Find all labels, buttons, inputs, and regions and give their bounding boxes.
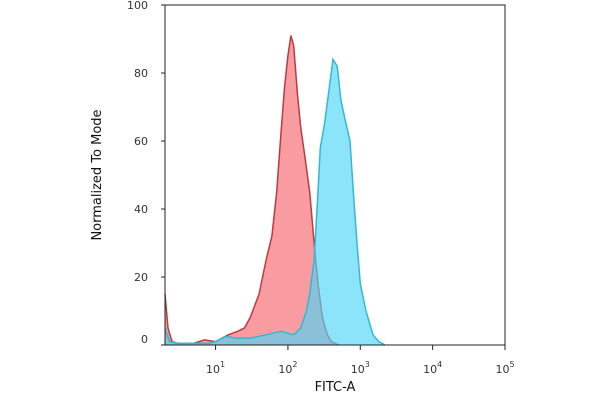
x-axis-label: FITC-A <box>315 380 356 395</box>
x-tick-label: 101 <box>206 360 225 376</box>
histogram-outline-2 <box>164 57 386 346</box>
y-tick-label: 60 <box>134 135 148 148</box>
plot-frame <box>164 4 506 346</box>
series-layer <box>164 35 386 346</box>
y-tick-label: 40 <box>134 203 148 216</box>
y-tick-label: 0 <box>141 333 148 346</box>
y-axis-label: Normalized To Mode <box>90 109 105 240</box>
y-tick-label: 100 <box>127 0 148 12</box>
y-tick-label: 20 <box>134 271 148 284</box>
y-tick-label: 80 <box>134 67 148 80</box>
y-axis-ticks: 0 20 40 60 80 100 <box>127 0 165 346</box>
x-axis-ticks: 101 102 103 104 105 <box>206 345 515 376</box>
x-tick-label: 103 <box>351 360 370 376</box>
x-tick-label: 102 <box>278 360 297 376</box>
histogram-area-1 <box>165 35 339 345</box>
x-tick-label: 104 <box>423 360 442 376</box>
histogram-area-2 <box>165 59 386 346</box>
x-tick-label: 105 <box>495 360 514 376</box>
